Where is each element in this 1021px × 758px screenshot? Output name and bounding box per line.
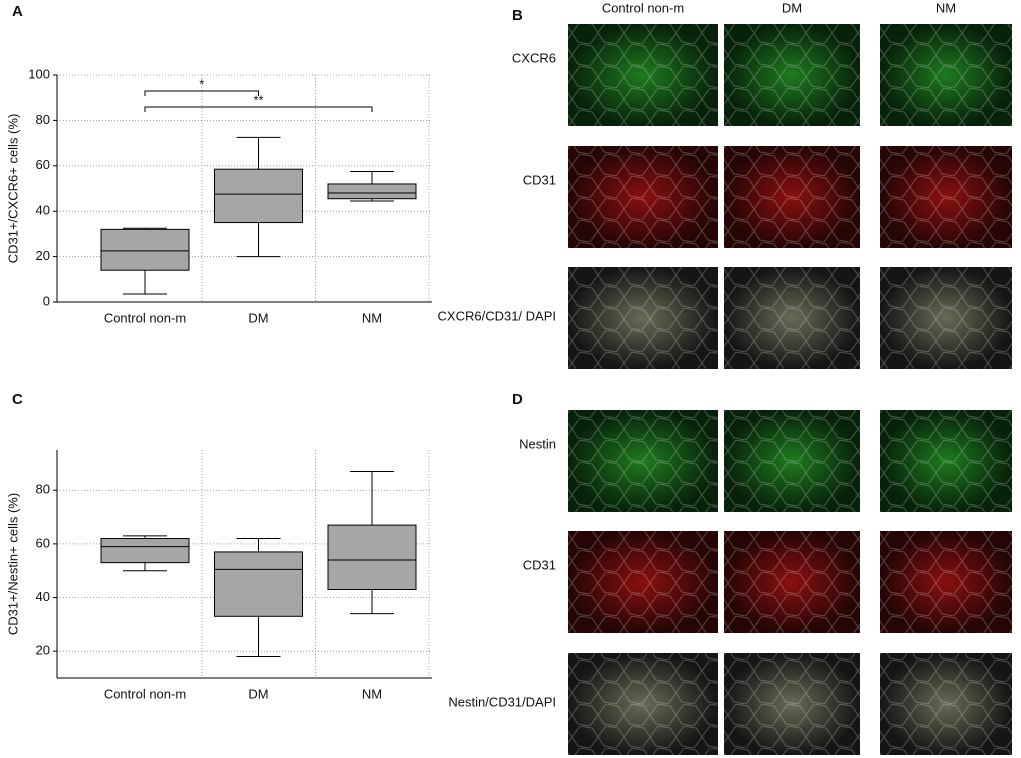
micrograph-texture — [724, 531, 860, 633]
row-label: CD31 — [523, 557, 556, 572]
micrograph-texture — [568, 267, 718, 369]
micrograph-texture — [724, 24, 860, 126]
y-tick-label: 80 — [36, 112, 50, 127]
row-label: Nestin/CD31/DAPI — [448, 694, 556, 709]
y-tick-label: 0 — [43, 293, 50, 308]
y-tick-label: 20 — [36, 248, 50, 263]
row-label: Nestin — [519, 436, 556, 451]
x-tick-label: Control non-m — [104, 686, 186, 701]
micrograph-texture — [724, 146, 860, 248]
significance-label: ** — [253, 92, 263, 107]
x-tick-label: NM — [362, 310, 382, 325]
x-tick-label: Control non-m — [104, 310, 186, 325]
y-tick-label: 60 — [36, 535, 50, 550]
y-axis-title: CD31+/Nestin+ cells (%) — [5, 493, 20, 635]
row-label: CXCR6/CD31/ DAPI — [438, 308, 556, 323]
column-label: DM — [782, 0, 802, 15]
x-tick-label: DM — [248, 686, 268, 701]
micrograph-texture — [880, 653, 1012, 755]
panel-label: C — [12, 391, 23, 408]
y-tick-label: 20 — [36, 643, 50, 658]
micrograph-texture — [880, 531, 1012, 633]
micrograph-texture — [568, 653, 718, 755]
micrograph-texture — [880, 24, 1012, 126]
box — [327, 524, 417, 590]
box — [214, 168, 303, 224]
significance-bracket — [144, 90, 259, 96]
significance-label: * — [199, 76, 204, 91]
micrograph-texture — [568, 531, 718, 633]
micrograph-texture — [880, 146, 1012, 248]
column-label: NM — [936, 0, 956, 15]
box — [100, 228, 190, 271]
micrograph-texture — [724, 410, 860, 512]
panel-label: B — [512, 7, 523, 24]
micrographs — [568, 24, 1012, 755]
x-tick-label: DM — [248, 310, 268, 325]
y-tick-label: 40 — [36, 589, 50, 604]
micrograph-texture — [568, 410, 718, 512]
micrograph-texture — [880, 267, 1012, 369]
panel-label: D — [512, 391, 523, 408]
micrograph-texture — [724, 267, 860, 369]
row-label: CD31 — [523, 172, 556, 187]
micrograph-texture — [724, 653, 860, 755]
micrograph-texture — [568, 24, 718, 126]
y-tick-label: 80 — [36, 482, 50, 497]
micrograph-texture — [568, 146, 718, 248]
y-tick-label: 40 — [36, 203, 50, 218]
box — [100, 538, 190, 564]
y-tick-label: 60 — [36, 157, 50, 172]
panel-label: A — [12, 3, 23, 20]
box — [214, 551, 303, 617]
box — [327, 183, 417, 200]
row-label: CXCR6 — [512, 50, 556, 65]
y-axis-title: CD31+/CXCR6+ cells (%) — [5, 114, 20, 264]
x-tick-label: NM — [362, 686, 382, 701]
micrograph-texture — [880, 410, 1012, 512]
y-tick-label: 100 — [28, 66, 50, 81]
column-label: Control non-m — [602, 0, 684, 15]
significance-bracket — [144, 106, 373, 112]
